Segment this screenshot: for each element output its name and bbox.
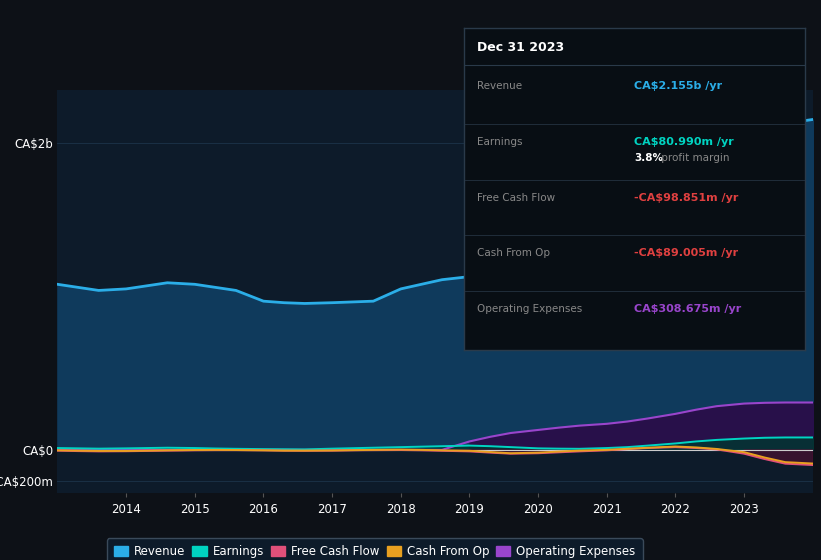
Text: Free Cash Flow: Free Cash Flow (478, 193, 556, 203)
Text: -CA$89.005m /yr: -CA$89.005m /yr (635, 248, 738, 258)
Legend: Revenue, Earnings, Free Cash Flow, Cash From Op, Operating Expenses: Revenue, Earnings, Free Cash Flow, Cash … (107, 538, 643, 560)
Text: -CA$98.851m /yr: -CA$98.851m /yr (635, 193, 739, 203)
Text: CA$308.675m /yr: CA$308.675m /yr (635, 304, 741, 314)
Text: Cash From Op: Cash From Op (478, 248, 551, 258)
Text: Operating Expenses: Operating Expenses (478, 304, 583, 314)
Text: Revenue: Revenue (478, 81, 523, 91)
Text: profit margin: profit margin (658, 153, 730, 163)
Text: Dec 31 2023: Dec 31 2023 (478, 41, 565, 54)
Text: 3.8%: 3.8% (635, 153, 663, 163)
Text: Earnings: Earnings (478, 137, 523, 147)
Text: CA$2.155b /yr: CA$2.155b /yr (635, 81, 722, 91)
Text: CA$80.990m /yr: CA$80.990m /yr (635, 137, 734, 147)
